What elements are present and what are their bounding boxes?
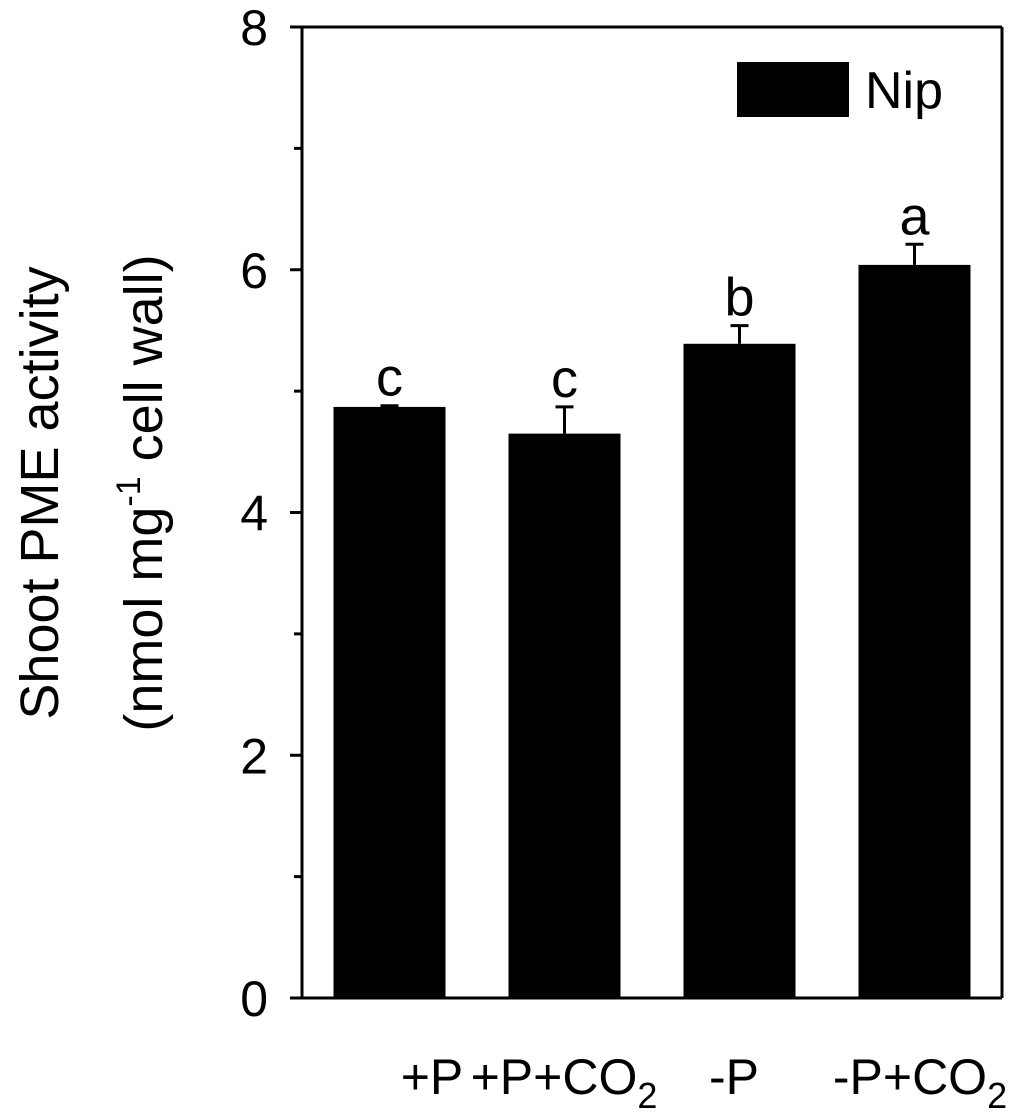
y-tick-label: 8 bbox=[240, 0, 268, 56]
y-axis: 0 2 4 6 8 bbox=[240, 0, 304, 1027]
significance-label: b bbox=[724, 268, 754, 328]
y-axis-title: Shoot PME activity (nmol mg-1 cell wall) bbox=[10, 254, 174, 731]
legend-swatch-nip bbox=[737, 62, 849, 117]
bar bbox=[858, 264, 971, 998]
x-axis: +P +P+CO2 -P -P+CO2 bbox=[302, 996, 1007, 1114]
y-tick-label: 6 bbox=[240, 243, 268, 299]
bar bbox=[333, 406, 446, 998]
bar bbox=[683, 343, 796, 998]
y-axis-title-line2: (nmol mg-1 cell wall) bbox=[110, 254, 174, 731]
y-axis-title-line1: Shoot PME activity bbox=[10, 266, 70, 719]
y-tick-label: 4 bbox=[240, 486, 268, 542]
legend-label-nip: Nip bbox=[865, 62, 943, 120]
bar bbox=[508, 433, 621, 998]
legend: Nip bbox=[737, 62, 943, 120]
y-tick-label: 2 bbox=[240, 728, 268, 784]
significance-label: c bbox=[376, 348, 403, 408]
x-category-label: -P+CO2 bbox=[833, 1049, 1007, 1114]
x-category-label: +P bbox=[401, 1049, 464, 1105]
bars-group: c c b a bbox=[333, 186, 971, 998]
significance-label: c bbox=[551, 349, 578, 409]
x-category-label: -P bbox=[709, 1049, 759, 1105]
y-tick-label: 0 bbox=[240, 971, 268, 1027]
x-category-label: +P+CO2 bbox=[471, 1049, 658, 1114]
plot-frame bbox=[302, 25, 1004, 998]
error-bars-group bbox=[380, 242, 924, 434]
significance-label: a bbox=[899, 186, 930, 246]
